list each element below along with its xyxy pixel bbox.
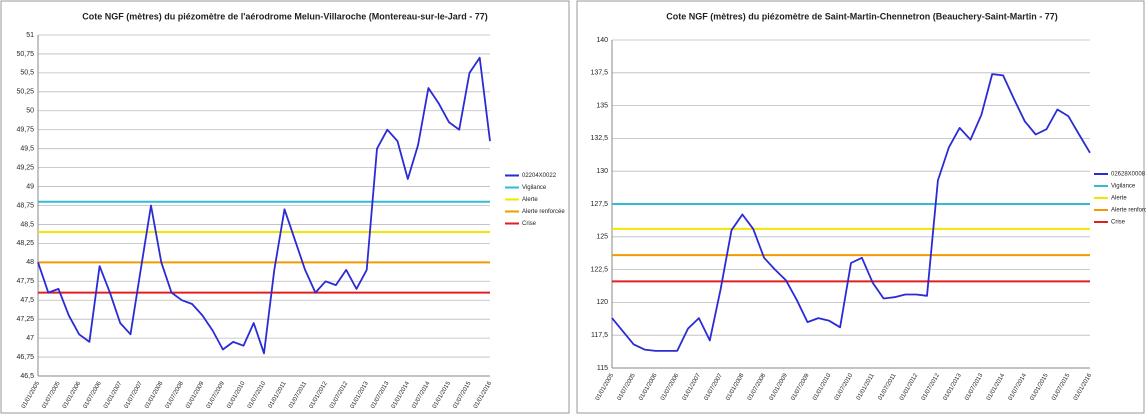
legend-label: Crise	[1111, 220, 1126, 226]
legend-label: Alerte	[522, 197, 538, 203]
y-tick-label: 49,75	[16, 127, 34, 134]
y-tick-label: 50,75	[16, 51, 34, 58]
y-tick-label: 122,5	[590, 266, 608, 273]
y-tick-label: 140	[596, 37, 608, 44]
y-tick-label: 132,5	[590, 135, 608, 142]
legend-label: Vigilance	[522, 185, 547, 191]
legend-label: Alerte renforcée	[522, 209, 565, 215]
legend-label: Alerte	[1111, 196, 1127, 202]
y-tick-label: 47	[26, 335, 34, 342]
y-tick-label: 48,25	[16, 240, 34, 247]
legend-label: Alerte renforcée	[1111, 208, 1146, 214]
y-tick-label: 48,5	[20, 221, 34, 228]
panel-frame	[576, 0, 1145, 414]
y-tick-label: 130	[596, 168, 608, 175]
y-tick-label: 47,5	[20, 297, 34, 304]
y-tick-label: 51	[26, 32, 34, 39]
y-tick-label: 48,75	[16, 202, 34, 209]
legend-label: Crise	[522, 221, 537, 227]
panel-frame	[0, 0, 570, 414]
data-line	[611, 73, 1091, 352]
chart-title: Cote NGF (mètres) du piézomètre de Saint…	[666, 11, 1058, 21]
y-tick-label: 46,75	[16, 354, 34, 361]
y-tick-label: 117,5	[591, 332, 608, 339]
legend-label: 02204X0022	[522, 173, 557, 179]
legend-label: 02628X0008	[1111, 172, 1146, 178]
chart-title: Cote NGF (mètres) du piézomètre de l'aér…	[82, 11, 488, 21]
y-tick-label: 49,5	[20, 146, 34, 153]
y-tick-label: 127,5	[590, 201, 608, 208]
y-tick-label: 125	[596, 234, 608, 241]
y-tick-label: 50,25	[16, 89, 34, 96]
y-tick-label: 135	[596, 102, 608, 109]
y-tick-label: 47,75	[16, 278, 34, 285]
y-tick-label: 137,5	[590, 70, 608, 77]
y-tick-label: 47,25	[16, 316, 34, 323]
legend-label: Vigilance	[1111, 184, 1136, 190]
y-tick-label: 49	[26, 183, 34, 190]
y-tick-label: 46,5	[20, 373, 34, 380]
y-tick-label: 120	[596, 299, 608, 306]
y-tick-label: 48	[26, 259, 34, 266]
y-tick-label: 50,5	[20, 70, 34, 77]
y-tick-label: 115	[597, 365, 608, 372]
y-tick-label: 50	[26, 108, 34, 115]
data-line	[37, 56, 491, 355]
y-tick-label: 49,25	[16, 164, 34, 171]
